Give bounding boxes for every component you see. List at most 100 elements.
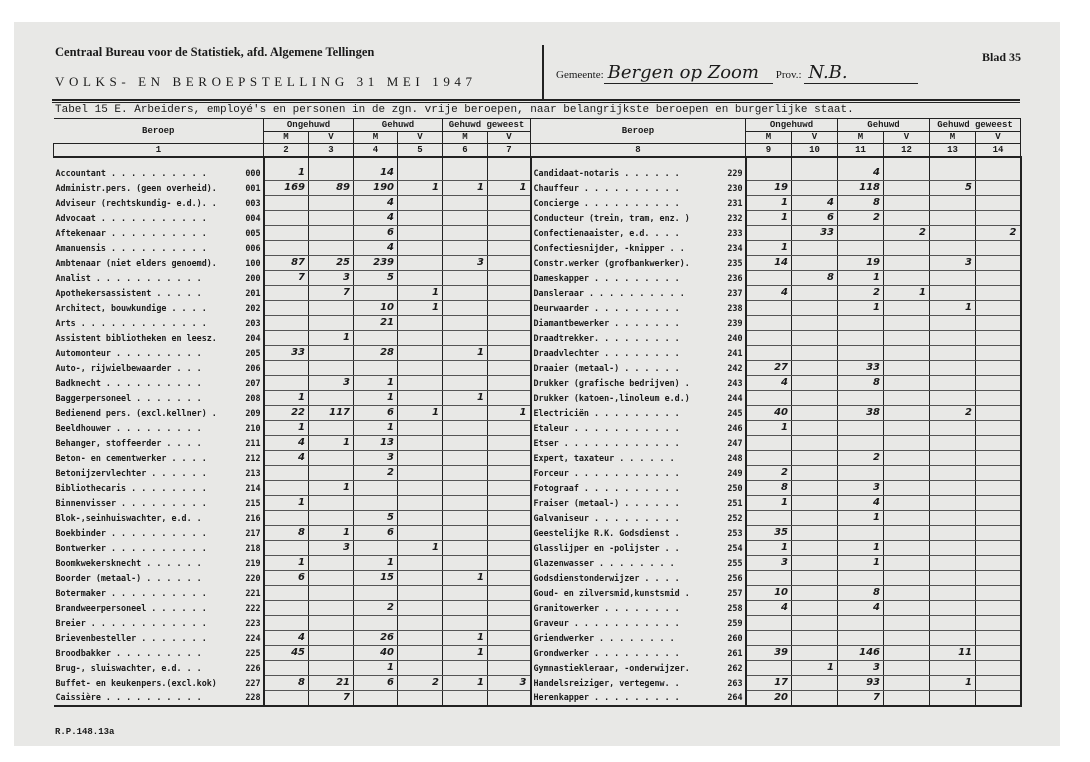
table-row: Assistent bibliotheken en leesz. 204 1 Draa…: [53, 330, 1022, 346]
count-cell: [308, 450, 354, 466]
count-cell: 25: [308, 255, 354, 271]
count-cell: 1: [745, 540, 792, 556]
count-cell: 89: [308, 180, 354, 196]
sex-header: M: [745, 130, 792, 144]
count-cell: [883, 390, 930, 406]
count-cell: [929, 315, 976, 331]
count-cell: [308, 495, 354, 511]
count-cell: [929, 225, 976, 241]
occupation-name: Fraiser (metaal-) . . . . . .: [533, 497, 680, 508]
count-cell: 4: [745, 375, 792, 391]
count-cell: [263, 330, 309, 346]
count-cell: [487, 585, 531, 601]
occupation-label: Dameskapper . . . . . . . . . 236: [529, 270, 747, 285]
count-cell: [263, 585, 309, 601]
count-cell: 21: [308, 675, 354, 691]
count-cell: [883, 465, 930, 481]
count-cell: 7: [308, 285, 354, 301]
count-cell: 118: [837, 180, 884, 196]
occupation-name: Bedienend pers. (excl.kellner) .: [55, 407, 217, 418]
occupation-label: Glasslijper en -polijster . . 254: [529, 540, 747, 555]
count-cell: [397, 210, 443, 226]
count-cell: [308, 156, 354, 181]
count-cell: [442, 210, 488, 226]
occupation-label: Confectienaaister, e.d. . . . 233: [529, 225, 747, 240]
count-cell: [975, 615, 1022, 631]
count-cell: [883, 495, 930, 511]
count-cell: [791, 540, 838, 556]
count-cell: [397, 690, 443, 707]
count-cell: [791, 360, 838, 376]
occupation-name: Diamantbewerker . . . . . . .: [533, 317, 680, 328]
occupation-code: 245: [727, 407, 743, 418]
occupation-name: Grondwerker . . . . . . . . .: [533, 647, 680, 658]
occupation-name: Adviseur (rechtskundig- e.d.). .: [55, 197, 217, 208]
count-cell: 3: [745, 555, 792, 571]
count-cell: 4: [837, 495, 884, 511]
count-cell: [837, 630, 884, 646]
occupation-label: Goud- en zilversmid,kunstsmid . 257: [529, 585, 747, 600]
occupation-label: Brievenbesteller . . . . . . . 224: [53, 630, 265, 645]
count-cell: [975, 525, 1022, 541]
occupation-code: 230: [727, 182, 743, 193]
occupation-name: Constr.werker (grofbankwerker).: [533, 257, 690, 268]
count-cell: [487, 525, 531, 541]
count-cell: [837, 330, 884, 346]
occupation-name: Botermaker . . . . . . . . . .: [55, 587, 207, 598]
count-cell: [397, 375, 443, 391]
count-cell: [397, 630, 443, 646]
occupation-code: 241: [727, 347, 743, 358]
occupation-name: Draadtrekker. . . . . . . . .: [533, 332, 680, 343]
count-cell: 1: [745, 495, 792, 511]
occupation-label: Administr.pers. (geen overheid). 001: [53, 180, 265, 195]
occupation-label: Expert, taxateur . . . . . . 248: [529, 450, 747, 465]
count-cell: 14: [745, 255, 792, 271]
count-cell: 17: [745, 675, 792, 691]
count-cell: [791, 315, 838, 331]
occupation-label: Bibliothecaris . . . . . . . . 214: [53, 480, 265, 495]
count-cell: [487, 615, 531, 631]
count-cell: [883, 630, 930, 646]
column-number: 7: [487, 143, 531, 158]
occupation-name: Granitowerker . . . . . . . .: [533, 602, 680, 613]
count-cell: [397, 315, 443, 331]
count-cell: [442, 420, 488, 436]
count-cell: [929, 285, 976, 301]
count-cell: [397, 645, 443, 661]
count-cell: [745, 570, 792, 586]
table-row: Analist . . . . . . . . . . . 200 7 3 5 Dames…: [53, 270, 1022, 286]
occupation-label: Drukker (grafische bedrijven) . 243: [529, 375, 747, 390]
occupation-code: 228: [245, 692, 261, 703]
census-title: VOLKS- EN BEROEPSTELLING 31 MEI 1947: [55, 74, 477, 89]
divider: [52, 99, 1020, 101]
count-cell: [883, 195, 930, 211]
count-cell: [975, 690, 1022, 707]
count-cell: 3: [837, 660, 884, 676]
count-cell: [745, 330, 792, 346]
count-cell: 11: [929, 645, 976, 661]
table-row: Betonijzervlechter . . . . . . 213 2 Forceu…: [53, 465, 1022, 481]
count-cell: [397, 480, 443, 496]
count-cell: [442, 615, 488, 631]
count-cell: 8: [837, 375, 884, 391]
table-row: Auto-, rijwielbewaarder . . . 206 Draaier …: [53, 360, 1022, 376]
count-cell: [487, 420, 531, 436]
occupation-code: 004: [245, 212, 261, 223]
count-cell: [263, 240, 309, 256]
count-cell: [791, 675, 838, 691]
count-cell: 1: [353, 555, 398, 571]
table-row: Brievenbesteller . . . . . . . 224 4 26 1 Gri…: [53, 630, 1022, 646]
column-number: 4: [353, 143, 398, 158]
count-cell: [883, 255, 930, 271]
count-cell: 40: [353, 645, 398, 661]
count-cell: 33: [263, 345, 309, 361]
occupation-label: Electriciën . . . . . . . . . 245: [529, 405, 747, 420]
occupation-name: Confectiesnijder, -knipper . .: [533, 242, 685, 253]
count-cell: [883, 405, 930, 421]
table-row: Boomkwekersknecht . . . . . . 219 1 1 Glazen…: [53, 555, 1022, 571]
count-cell: [791, 345, 838, 361]
count-cell: [883, 675, 930, 691]
count-cell: [975, 675, 1022, 691]
occupation-code: 006: [245, 242, 261, 253]
count-cell: [745, 225, 792, 241]
